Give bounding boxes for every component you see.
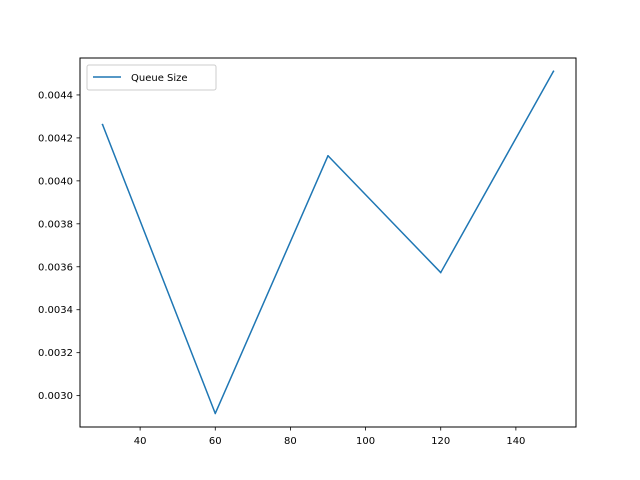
x-tick-label: 120 bbox=[431, 436, 450, 447]
x-axis: 40 60 80 100 120 140 bbox=[134, 427, 525, 447]
data-point bbox=[214, 412, 217, 415]
x-tick-label: 80 bbox=[284, 436, 297, 447]
legend-box bbox=[86, 64, 217, 91]
y-tick-label: 0.0040 bbox=[38, 176, 73, 187]
x-tick-label: 140 bbox=[506, 436, 525, 447]
data-point bbox=[439, 271, 442, 274]
y-tick-label: 0.0030 bbox=[38, 391, 73, 402]
y-tick-label: 0.0034 bbox=[38, 305, 73, 316]
y-tick-label: 0.0032 bbox=[38, 348, 73, 359]
legend: Queue Size bbox=[86, 64, 217, 91]
y-tick-label: 0.0038 bbox=[38, 219, 73, 230]
y-axis: 0.0030 0.0032 0.0034 0.0036 0.0038 0.0040 0.00… bbox=[38, 90, 80, 402]
plot-area bbox=[101, 70, 555, 415]
y-tick-label: 0.0044 bbox=[38, 90, 73, 101]
y-tick-label: 0.0036 bbox=[38, 262, 73, 273]
data-point bbox=[327, 154, 329, 157]
x-tick-label: 100 bbox=[356, 436, 375, 447]
data-point bbox=[552, 70, 555, 73]
axes-frame bbox=[79, 57, 577, 428]
y-tick-label: 0.0042 bbox=[38, 133, 73, 144]
x-tick-label: 40 bbox=[134, 436, 147, 447]
x-tick-label: 60 bbox=[209, 436, 222, 447]
legend-label: Queue Size bbox=[131, 73, 188, 84]
data-point bbox=[101, 123, 104, 126]
